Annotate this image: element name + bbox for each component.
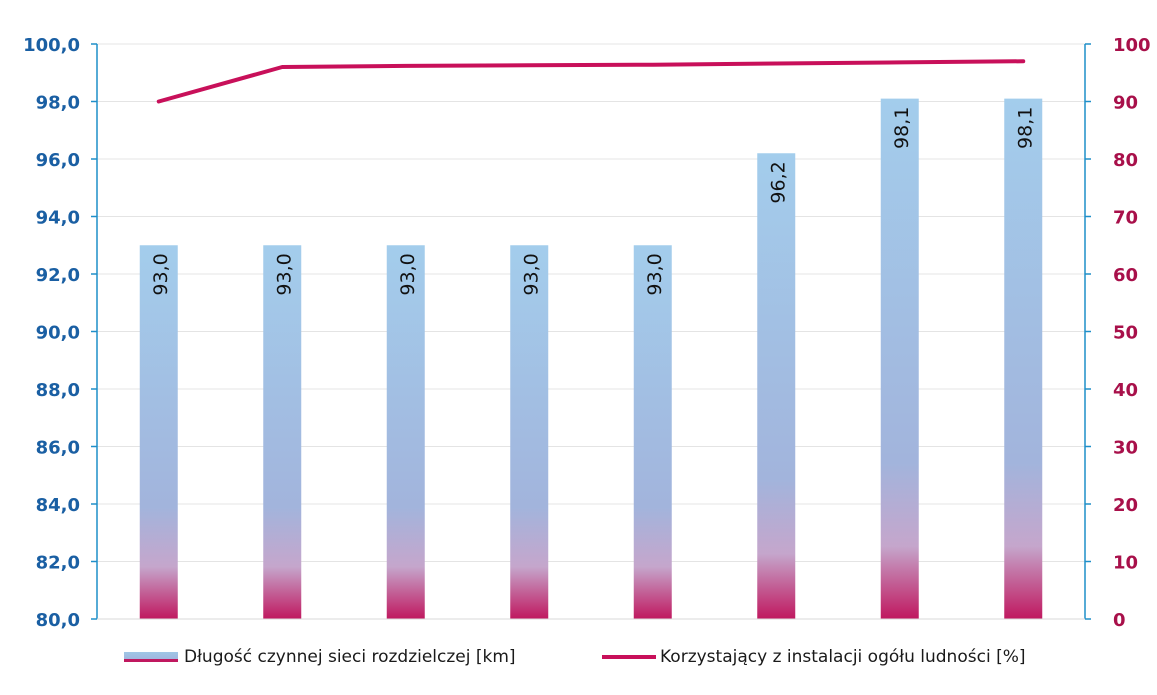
bar <box>139 245 178 619</box>
bar <box>633 245 672 619</box>
bar-data-label: 93,0 <box>397 253 419 295</box>
legend-item-bar-series: Długość czynnej sieci rozdzielczej [km] <box>124 647 516 667</box>
left-axis-tick-label: 80,0 <box>36 610 80 631</box>
left-axis-tick-label: 84,0 <box>36 495 80 516</box>
legend-swatch-bar <box>124 652 178 662</box>
left-axis-tick-label: 92,0 <box>36 265 80 286</box>
legend: Długość czynnej sieci rozdzielczej [km] … <box>0 647 1157 677</box>
right-axis-tick-label: 90 <box>1113 93 1138 114</box>
bar <box>263 245 302 619</box>
right-axis-tick-label: 60 <box>1113 265 1138 286</box>
right-axis-tick-label: 80 <box>1113 150 1138 171</box>
left-axis-tick-label: 82,0 <box>36 553 80 574</box>
right-axis-tick-label: 50 <box>1113 323 1138 344</box>
right-axis-tick-label: 100 <box>1113 35 1151 56</box>
line-series-path <box>156 59 1026 104</box>
right-axis-tick-label: 10 <box>1113 553 1138 574</box>
bar <box>386 245 425 619</box>
bar-data-label: 98,1 <box>1014 107 1036 149</box>
bar <box>1004 98 1043 619</box>
bar-data-label: 93,0 <box>644 253 666 295</box>
bar-data-label: 93,0 <box>150 253 172 295</box>
bar-data-label: 96,2 <box>767 161 789 203</box>
left-axis-tick-label: 100,0 <box>23 35 80 56</box>
bar-data-label: 98,1 <box>891 107 913 149</box>
left-axis-tick-label: 88,0 <box>36 380 80 401</box>
bar-data-label: 93,0 <box>273 253 295 295</box>
legend-swatch-line <box>602 655 656 659</box>
legend-label-line-series: Korzystający z instalacji ogółu ludności… <box>660 647 1026 667</box>
bar-series <box>139 98 1043 619</box>
left-axis-tick-label: 90,0 <box>36 323 80 344</box>
right-axis-tick-label: 70 <box>1113 208 1138 229</box>
gridlines <box>97 43 1085 562</box>
left-axis-tick-label: 96,0 <box>36 150 80 171</box>
right-axis-tick-label: 40 <box>1113 380 1138 401</box>
bar-data-label: 93,0 <box>520 253 542 295</box>
legend-item-line-series: Korzystający z instalacji ogółu ludności… <box>602 647 1025 667</box>
bar <box>757 153 796 619</box>
right-axis-tick-label: 20 <box>1113 495 1138 516</box>
right-axis-tick-label: 30 <box>1113 438 1138 459</box>
bar <box>510 245 549 619</box>
bar <box>880 98 919 619</box>
line-series <box>156 59 1026 104</box>
left-axis-tick-label: 86,0 <box>36 438 80 459</box>
data-labels: 93,0 93,0 93,0 93,0 93,0 96,2 98,1 98,1 <box>150 107 1037 296</box>
right-axis-tick-label: 0 <box>1113 610 1126 631</box>
legend-label-bar-series: Długość czynnej sieci rozdzielczej [km] <box>184 647 516 667</box>
axes: 80,0 82,0 84,0 86,0 88,0 90,0 92,0 94,0 96,0 98,0… <box>23 35 1151 631</box>
left-axis-tick-label: 94,0 <box>36 208 80 229</box>
left-axis-tick-label: 98,0 <box>36 93 80 114</box>
